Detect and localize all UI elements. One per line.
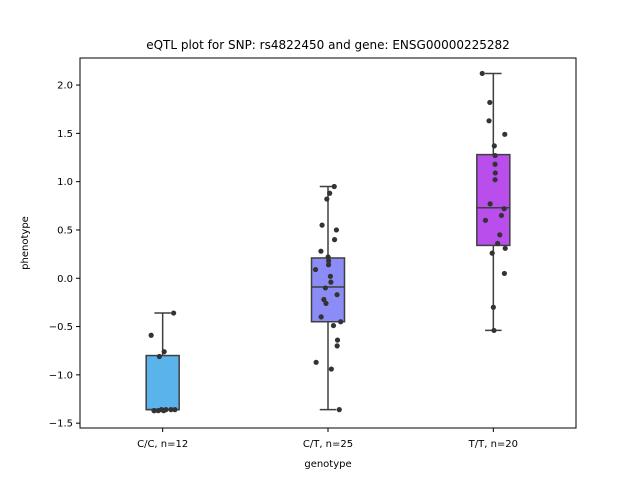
box-group-0 xyxy=(145,312,180,411)
data-point xyxy=(330,322,337,329)
data-point xyxy=(502,131,508,137)
data-point xyxy=(333,227,340,233)
y-axis-label: phenotype xyxy=(20,216,31,270)
data-point xyxy=(338,319,344,325)
y-tick-label: −1.0 xyxy=(49,370,73,381)
data-point xyxy=(312,266,319,273)
x-axis-label: genotype xyxy=(304,459,351,470)
points-group-0 xyxy=(148,310,178,414)
x-tick-label: C/C, n=12 xyxy=(137,439,188,450)
y-axis: −1.5 −1.0 −0.5 0.0 0.5 1.0 1.5 2.0 xyxy=(49,81,80,430)
data-point xyxy=(492,161,498,167)
data-point xyxy=(502,245,508,251)
data-point xyxy=(334,343,340,349)
data-point xyxy=(331,183,337,190)
data-point xyxy=(489,250,495,256)
data-point xyxy=(325,262,332,268)
data-point xyxy=(156,353,162,360)
data-point xyxy=(328,279,334,285)
box-iqr xyxy=(476,153,511,247)
data-point xyxy=(501,206,507,212)
data-point xyxy=(155,408,161,414)
box-iqr xyxy=(310,257,346,323)
data-point xyxy=(491,327,497,334)
data-point xyxy=(495,240,501,247)
y-tick-label: 0.5 xyxy=(57,225,73,236)
data-point xyxy=(318,248,324,254)
points-group-1 xyxy=(312,183,344,413)
data-point xyxy=(326,258,332,264)
data-point xyxy=(486,118,492,124)
y-tick-label: 2.0 xyxy=(57,81,73,92)
data-point xyxy=(161,349,167,355)
data-point xyxy=(323,300,329,306)
data-point xyxy=(327,190,333,196)
data-point xyxy=(501,270,508,277)
y-tick-label: 1.0 xyxy=(57,177,73,188)
data-point xyxy=(331,237,338,243)
data-point xyxy=(482,217,489,223)
data-point xyxy=(327,273,334,279)
data-point xyxy=(171,310,177,316)
data-point xyxy=(487,201,493,207)
data-point xyxy=(334,337,341,343)
data-point xyxy=(492,170,498,176)
y-tick-label: −1.5 xyxy=(49,419,73,430)
data-point xyxy=(328,366,334,372)
data-point xyxy=(479,70,485,77)
y-tick-label: 1.5 xyxy=(57,129,73,140)
data-point xyxy=(324,196,330,202)
data-point xyxy=(498,212,505,219)
plot-area xyxy=(145,70,511,414)
data-point xyxy=(322,285,329,291)
box-group-1 xyxy=(310,185,346,411)
data-point xyxy=(172,407,178,413)
data-point xyxy=(161,408,167,414)
y-tick-label: −0.5 xyxy=(49,322,73,333)
data-point xyxy=(325,254,331,260)
data-point xyxy=(492,152,498,159)
data-point xyxy=(497,232,503,238)
data-point xyxy=(313,359,319,365)
x-tick-label: C/T, n=25 xyxy=(303,439,353,450)
data-point xyxy=(492,177,498,183)
data-point xyxy=(336,407,342,413)
x-axis: C/C, n=12 C/T, n=25 T/T, n=20 xyxy=(137,428,518,450)
points-group-2 xyxy=(479,70,508,334)
data-point xyxy=(491,143,497,149)
data-point xyxy=(319,222,325,228)
data-point xyxy=(487,99,493,106)
data-point xyxy=(151,408,157,414)
data-point xyxy=(321,296,327,303)
data-point xyxy=(148,332,154,338)
data-point xyxy=(334,292,340,298)
box-iqr xyxy=(145,354,180,411)
data-point xyxy=(318,314,324,320)
y-tick-label: 0.0 xyxy=(57,274,73,285)
chart-title: eQTL plot for SNP: rs4822450 and gene: E… xyxy=(146,38,510,52)
data-point xyxy=(168,407,174,413)
x-tick-label: T/T, n=20 xyxy=(468,439,518,450)
box-group-2 xyxy=(476,72,511,332)
data-point xyxy=(490,304,496,310)
